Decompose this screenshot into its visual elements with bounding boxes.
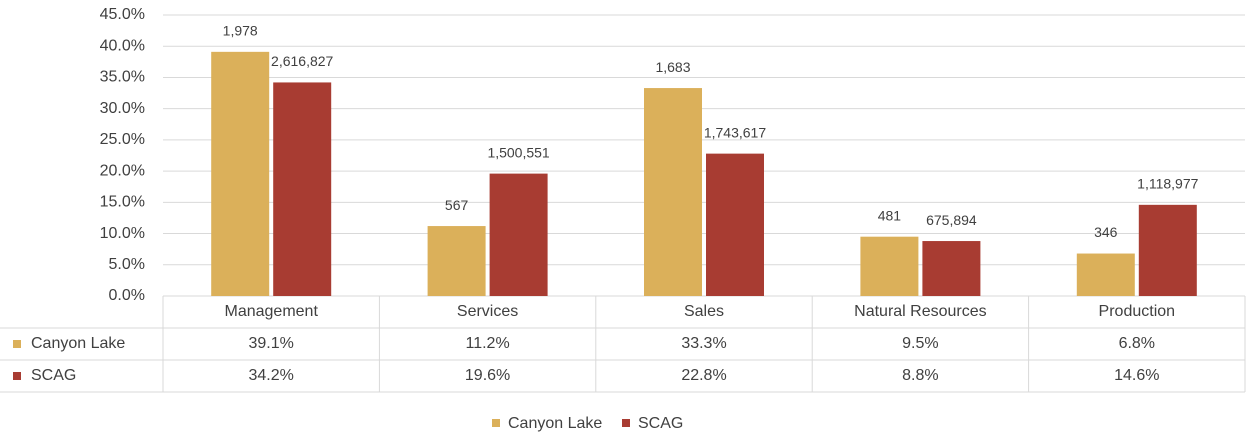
bar <box>860 236 919 296</box>
table-cell: 9.5% <box>902 335 938 352</box>
legend-label: SCAG <box>638 415 683 432</box>
bar <box>922 241 981 296</box>
table-row-label: SCAG <box>31 367 76 384</box>
data-label: 1,118,977 <box>1137 176 1198 192</box>
bar <box>644 88 702 296</box>
y-tick-label: 15.0% <box>100 194 145 211</box>
table-legend-key <box>13 372 21 380</box>
bar <box>706 153 764 296</box>
y-tick-label: 0.0% <box>109 287 145 304</box>
data-label: 346 <box>1094 224 1118 240</box>
bar <box>273 82 332 296</box>
data-label: 481 <box>878 207 902 223</box>
data-label: 1,500,551 <box>487 144 549 160</box>
legend-key <box>622 419 630 427</box>
x-tick-label: Production <box>1099 303 1176 320</box>
table-cell: 8.8% <box>902 367 938 384</box>
data-label: 2,616,827 <box>271 53 333 69</box>
table-row-label: Canyon Lake <box>31 335 125 352</box>
bar <box>1076 253 1135 296</box>
table-cell: 19.6% <box>465 367 510 384</box>
data-label: 567 <box>445 197 469 213</box>
table-cell: 11.2% <box>466 335 510 352</box>
table-cell: 14.6% <box>1114 367 1159 384</box>
table-cell: 34.2% <box>249 367 294 384</box>
data-label: 675,894 <box>926 212 977 228</box>
bar <box>211 51 270 296</box>
y-tick-label: 30.0% <box>100 100 145 117</box>
x-tick-label: Services <box>457 303 518 320</box>
x-tick-label: Management <box>225 303 319 320</box>
y-tick-label: 20.0% <box>100 162 145 179</box>
bar <box>427 226 486 296</box>
table-legend-key <box>13 340 21 348</box>
y-tick-label: 35.0% <box>100 69 145 86</box>
bar <box>1138 204 1197 296</box>
x-tick-label: Natural Resources <box>854 303 987 320</box>
data-label: 1,743,617 <box>704 124 766 140</box>
y-tick-label: 5.0% <box>109 256 145 273</box>
data-label: 1,683 <box>655 59 690 75</box>
y-tick-label: 45.0% <box>100 6 145 23</box>
table-cell: 22.8% <box>681 367 726 384</box>
data-label: 1,978 <box>223 23 258 39</box>
x-tick-label: Sales <box>684 303 724 320</box>
bar <box>489 173 548 296</box>
legend-key <box>492 419 500 427</box>
table-cell: 39.1% <box>249 335 294 352</box>
table-cell: 6.8% <box>1119 335 1155 352</box>
table-cell: 33.3% <box>681 335 726 352</box>
y-tick-label: 10.0% <box>100 225 145 242</box>
legend-label: Canyon Lake <box>508 415 602 432</box>
y-tick-label: 25.0% <box>100 131 145 148</box>
y-tick-label: 40.0% <box>100 37 145 54</box>
